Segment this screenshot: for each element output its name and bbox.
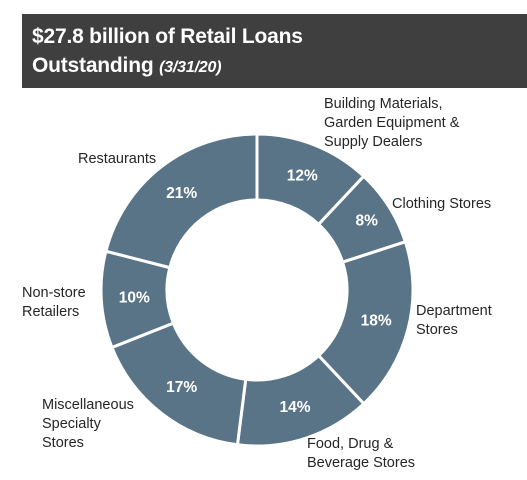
- slice-category-label: Building Materials, Garden Equipment & Sup…: [324, 96, 460, 150]
- slice-percent-label: 14%: [279, 399, 310, 416]
- chart-title-line2: Outstanding: [32, 54, 154, 77]
- slice-percent-label: 17%: [166, 379, 197, 396]
- slice-percent-label: 12%: [287, 168, 318, 185]
- slice-category-label: Restaurants: [78, 151, 156, 167]
- slice-percent-label: 10%: [119, 290, 150, 307]
- slice-category-label: Clothing Stores: [392, 196, 491, 212]
- slice-category-label: Non-store Retailers: [22, 285, 86, 320]
- slice-percent-label: 8%: [356, 212, 379, 229]
- chart-title: $27.8 billion of Retail Loans: [32, 25, 303, 48]
- donut-slice-7: [104, 132, 259, 270]
- slice-category-label: Department Stores: [416, 303, 492, 338]
- chart-title-banner: $27.8 billion of Retail Loans Outstandin…: [22, 14, 527, 88]
- slice-percent-label: 21%: [166, 185, 197, 202]
- chart-date: (3/31/20): [159, 59, 222, 76]
- slice-category-label: Food, Drug & Beverage Stores: [307, 436, 415, 471]
- slice-percent-label: 18%: [361, 313, 392, 330]
- slice-category-label: Miscellaneous Specialty Stores: [42, 397, 134, 451]
